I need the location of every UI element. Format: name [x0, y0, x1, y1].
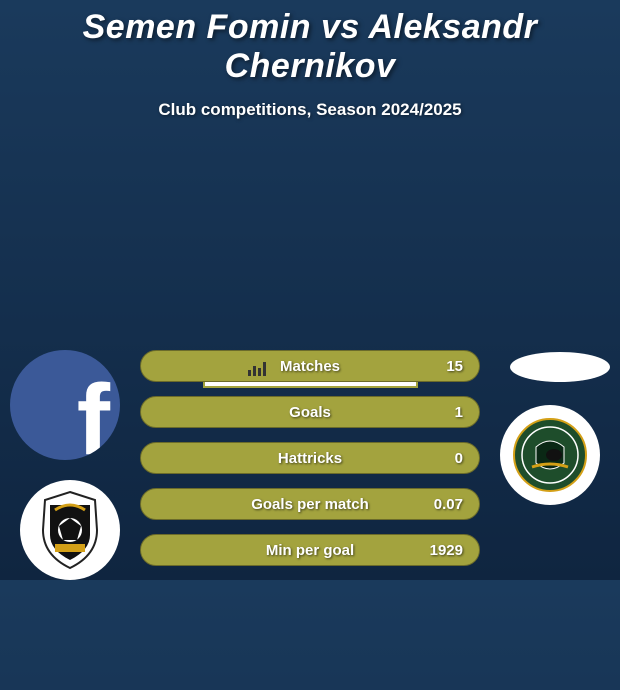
stat-value-right: 1929 [430, 542, 463, 559]
stat-label: Min per goal [266, 542, 354, 559]
chart-icon [248, 362, 266, 376]
tyumen-crest-icon [35, 490, 105, 570]
stat-label: Goals [289, 404, 331, 421]
right-oval-badge [510, 352, 610, 382]
stat-label: Hattricks [278, 450, 342, 467]
stat-value-right: 15 [446, 358, 463, 375]
right-club-badge [500, 405, 600, 505]
main-content: f Matches 15 Goals 1 Ha [0, 350, 620, 690]
facebook-icon: f [77, 363, 110, 460]
facebook-badge[interactable]: f [10, 350, 120, 460]
stats-container: Matches 15 Goals 1 Hattricks 0 Goals per… [140, 350, 480, 580]
stat-label: Goals per match [251, 496, 369, 513]
stat-value-right: 0 [455, 450, 463, 467]
stat-row-matches: Matches 15 [140, 350, 480, 382]
stat-row-hattricks: Hattricks 0 [140, 442, 480, 474]
stat-value-right: 0.07 [434, 496, 463, 513]
left-club-badge [20, 480, 120, 580]
stat-value-right: 1 [455, 404, 463, 421]
krasnodar-crest-icon [512, 417, 588, 493]
page-title: Semen Fomin vs Aleksandr Chernikov [0, 0, 620, 86]
stat-row-gpm: Goals per match 0.07 [140, 488, 480, 520]
subtitle: Club competitions, Season 2024/2025 [0, 100, 620, 120]
stat-row-goals: Goals 1 [140, 396, 480, 428]
stat-label: Matches [280, 358, 340, 375]
stat-row-mpg: Min per goal 1929 [140, 534, 480, 566]
